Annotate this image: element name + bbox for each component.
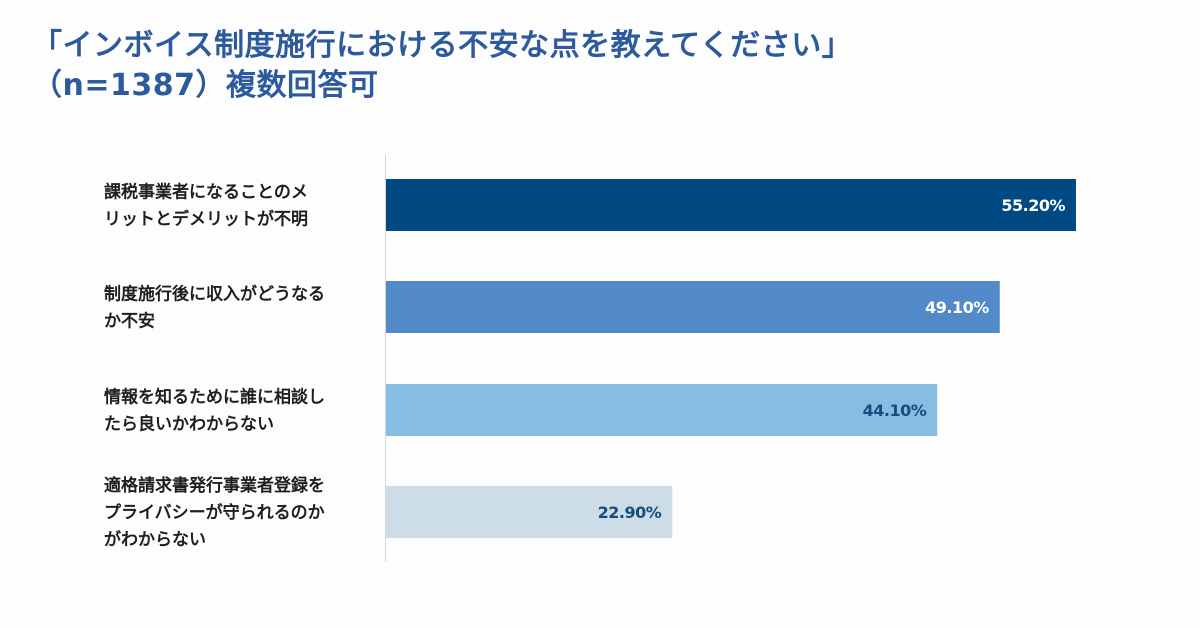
bar-value-label-2: 49.10% <box>925 298 989 317</box>
category-labels-group: 課税事業者になることのメリットとデメリットが不明制度施行後に収入がどうなるか不安… <box>104 182 325 551</box>
chart-title-line-2: （n=1387）複数回答可 <box>32 68 379 103</box>
category-label-2-line-1: 制度施行後に収入がどうなる <box>104 284 325 305</box>
category-label-2-line-2: か不安 <box>104 311 155 332</box>
bar-3 <box>386 384 938 436</box>
category-label-4-line-1: 適格請求書発行事業者登録を <box>104 475 325 496</box>
category-label-4-line-3: がわからない <box>104 529 206 550</box>
chart-title: 「インボイス制度施行における不安な点を教えてください」 （n=1387）複数回答… <box>32 26 852 106</box>
chart-title-line-1: 「インボイス制度施行における不安な点を教えてください」 <box>32 28 853 63</box>
bar-value-label-1: 55.20% <box>1001 196 1065 215</box>
bars-group: 55.20% 49.10% 44.10% 22.90% <box>386 179 1076 538</box>
bar-value-label-4: 22.90% <box>598 503 662 522</box>
bar-1 <box>386 179 1076 231</box>
category-label-4-line-2: プライバシーが守られるのか <box>104 502 325 523</box>
category-label-3-line-2: たら良いかわからない <box>104 414 274 435</box>
category-label-1-line-2: リットとデメリットが不明 <box>104 209 308 230</box>
bar-value-label-3: 44.10% <box>863 401 927 420</box>
category-label-3-line-1: 情報を知るために誰に相談し <box>104 387 325 408</box>
category-label-1-line-1: 課税事業者になることのメ <box>104 182 308 203</box>
bar-2 <box>386 281 1000 333</box>
bar-4 <box>386 486 673 538</box>
